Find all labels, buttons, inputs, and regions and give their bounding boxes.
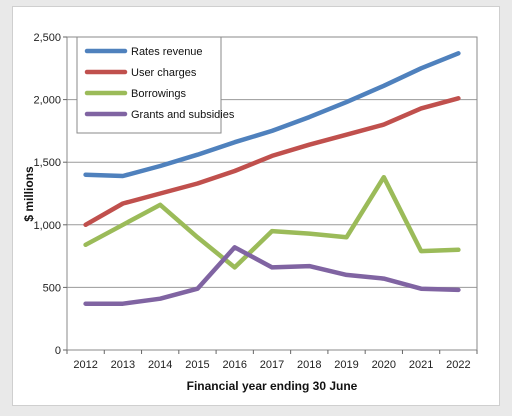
y-tick-label: 500	[43, 282, 61, 294]
legend-label-borrowings: Borrowings	[131, 88, 187, 100]
x-tick-label: 2021	[409, 359, 433, 371]
x-tick-label: 2019	[334, 359, 358, 371]
x-tick-label: 2013	[111, 359, 135, 371]
x-axis-title: Financial year ending 30 June	[187, 379, 358, 393]
y-tick-label: 1,500	[33, 157, 61, 169]
x-tick-label: 2015	[185, 359, 209, 371]
x-tick-label: 2020	[372, 359, 396, 371]
series-line-user-charges	[83, 96, 461, 228]
series-line-rates-revenue	[83, 51, 461, 179]
series-lines	[83, 51, 461, 306]
series-line-grants-and-subsidies	[83, 245, 461, 306]
x-tick-label: 2018	[297, 359, 321, 371]
x-tick-label: 2012	[73, 359, 97, 371]
plot-area-border	[66, 36, 478, 351]
x-tick-label: 2016	[222, 359, 246, 371]
series-line-borrowings	[83, 174, 461, 270]
x-tick-label: 2017	[260, 359, 284, 371]
y-axis-title: $ millions	[22, 166, 36, 222]
y-tick-label: 2,000	[33, 95, 61, 107]
y-tick-label: 2,500	[33, 32, 61, 44]
x-tick-label: 2014	[148, 359, 172, 371]
legend-label-rates-revenue: Rates revenue	[131, 46, 203, 58]
y-axis-ticks: 0 500 1,000 1,500 2,000 2,500	[33, 32, 67, 357]
y-tick-label: 1,000	[33, 220, 61, 232]
legend-label-user-charges: User charges	[131, 67, 197, 79]
legend-label-grants-and-subsidies: Grants and subsidies	[131, 109, 235, 121]
y-tick-label: 0	[55, 345, 61, 357]
legend: Rates revenue User charges Borrowings Grant…	[76, 36, 235, 134]
chart-frame: 0 500 1,000 1,500 2,000 2,500 2012 2013 2014 201…	[12, 6, 500, 406]
x-tick-label: 2022	[446, 359, 470, 371]
x-axis-ticks: 2012 2013 2014 2015 2016 2017 2018 2019 2020 2021…	[66, 350, 478, 371]
